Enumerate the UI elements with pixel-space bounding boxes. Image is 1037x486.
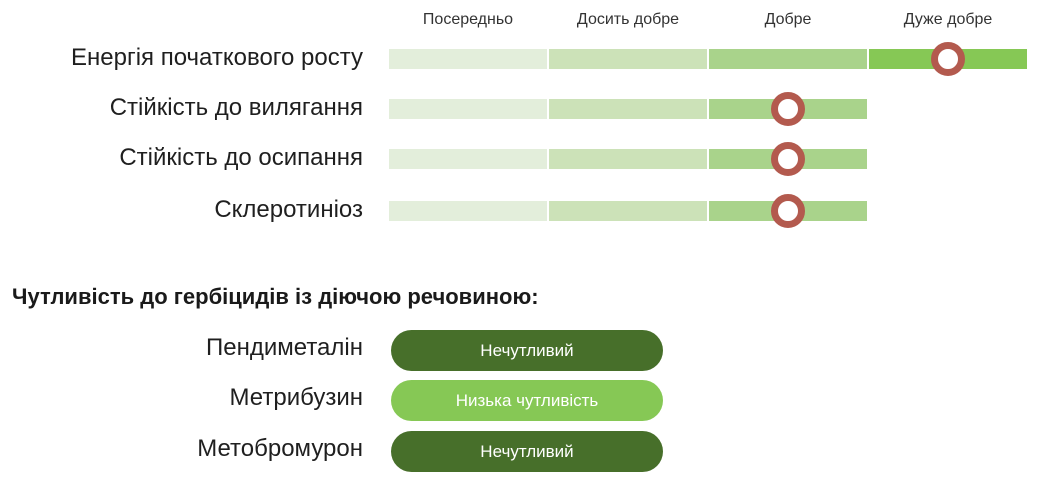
rating-segment — [389, 99, 547, 119]
rating-marker — [771, 92, 805, 126]
rating-marker — [771, 142, 805, 176]
trait-label: Стійкість до осипання — [119, 144, 363, 171]
rating-segment — [389, 149, 547, 169]
sensitivity-badge: Нечутливий — [391, 330, 663, 371]
scale-level-label: Дуже добре — [903, 11, 993, 28]
herbicide-name: Пендиметалін — [206, 334, 363, 361]
rating-segment — [549, 99, 707, 119]
scale-level-label: Досить добре — [576, 11, 680, 28]
rating-segment — [389, 201, 547, 221]
rating-segment — [549, 149, 707, 169]
rating-segment — [549, 201, 707, 221]
sensitivity-badge: Нечутливий — [391, 431, 663, 472]
trait-label: Енергія початкового росту — [71, 44, 363, 71]
herbicide-section-title: Чутливість до гербіцидів із діючою речов… — [12, 284, 539, 309]
herbicide-name: Метобромурон — [197, 435, 363, 462]
trait-label: Склеротиніоз — [214, 196, 363, 223]
scale-level-label: Добре — [764, 11, 812, 28]
herbicide-name: Метрибузин — [229, 384, 363, 411]
rating-segment — [389, 49, 547, 69]
rating-segment — [549, 49, 707, 69]
rating-marker — [931, 42, 965, 76]
trait-label: Стійкість до вилягання — [109, 94, 363, 121]
sensitivity-badge: Низька чутливість — [391, 380, 663, 421]
scale-level-label: Посередньо — [422, 11, 514, 28]
rating-marker — [771, 194, 805, 228]
rating-segment — [709, 49, 867, 69]
